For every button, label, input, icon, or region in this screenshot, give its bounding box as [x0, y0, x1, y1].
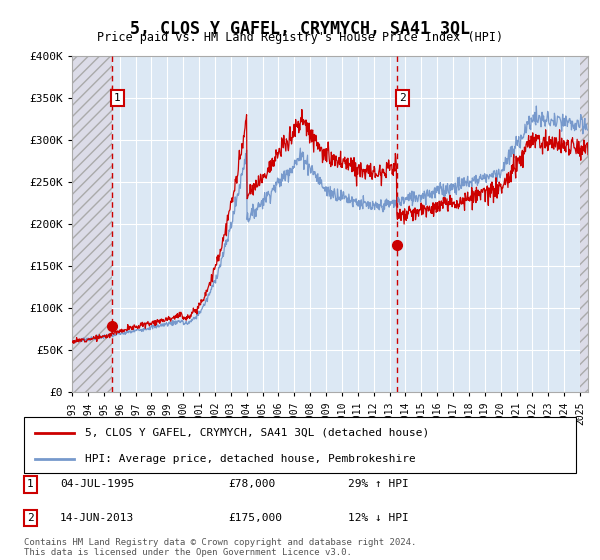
Text: £175,000: £175,000: [228, 513, 282, 523]
Text: 2: 2: [399, 93, 406, 103]
Text: Contains HM Land Registry data © Crown copyright and database right 2024.
This d: Contains HM Land Registry data © Crown c…: [24, 538, 416, 557]
Text: 5, CLOS Y GAFEL, CRYMYCH, SA41 3QL (detached house): 5, CLOS Y GAFEL, CRYMYCH, SA41 3QL (deta…: [85, 428, 429, 438]
Text: 14-JUN-2013: 14-JUN-2013: [60, 513, 134, 523]
Text: 29% ↑ HPI: 29% ↑ HPI: [348, 479, 409, 489]
Text: 1: 1: [27, 479, 34, 489]
Text: 04-JUL-1995: 04-JUL-1995: [60, 479, 134, 489]
Text: 12% ↓ HPI: 12% ↓ HPI: [348, 513, 409, 523]
Bar: [580, 56, 588, 392]
Text: 5, CLOS Y GAFEL, CRYMYCH, SA41 3QL: 5, CLOS Y GAFEL, CRYMYCH, SA41 3QL: [130, 20, 470, 38]
Text: Price paid vs. HM Land Registry's House Price Index (HPI): Price paid vs. HM Land Registry's House …: [97, 31, 503, 44]
Bar: [72, 56, 112, 392]
FancyBboxPatch shape: [24, 417, 576, 473]
Text: 1: 1: [114, 93, 121, 103]
Text: £78,000: £78,000: [228, 479, 275, 489]
Text: 2: 2: [27, 513, 34, 523]
Text: HPI: Average price, detached house, Pembrokeshire: HPI: Average price, detached house, Pemb…: [85, 454, 415, 464]
